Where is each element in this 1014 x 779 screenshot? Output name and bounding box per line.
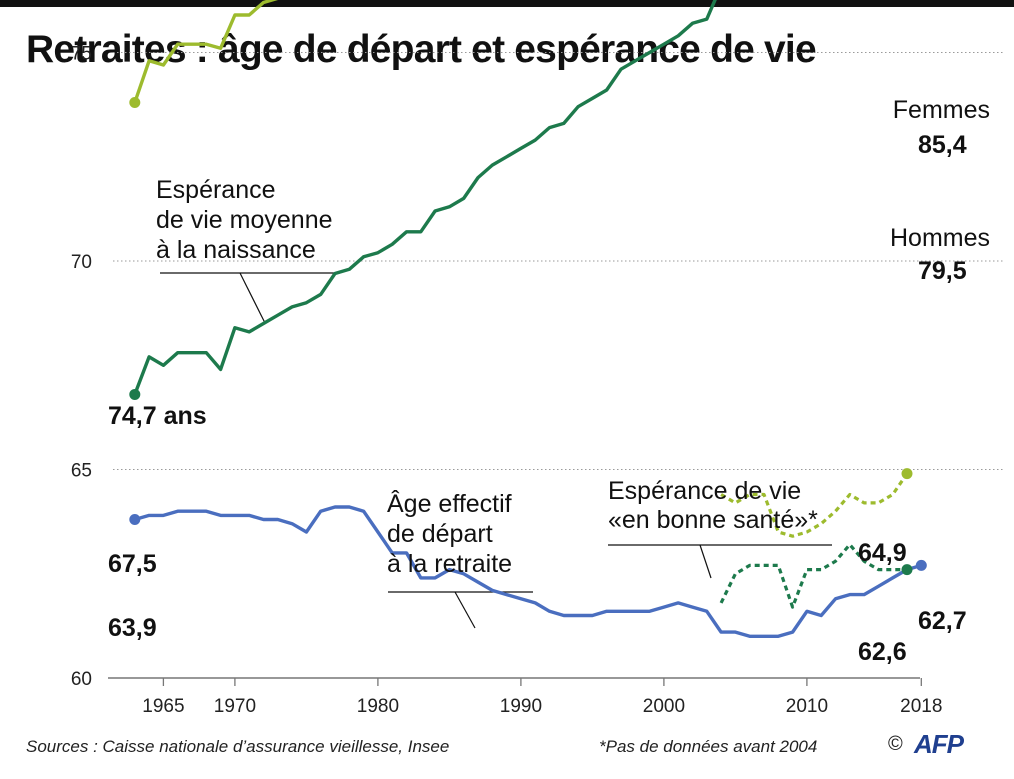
series-end-point-men_hl <box>901 564 913 576</box>
value-men-hl-end: 62,6 <box>858 638 907 666</box>
annotation-retire-line: à la retraite <box>387 550 512 578</box>
x-tick-label: 2010 <box>786 696 828 717</box>
value-men-end: 79,5 <box>918 257 967 285</box>
series-start-point-women <box>129 97 141 109</box>
annotation-lifeexp-line: à la naissance <box>156 236 316 264</box>
label-hommes: Hommes <box>890 224 990 252</box>
annotation-lifeexp-line: Espérance <box>156 176 276 204</box>
label-femmes: Femmes <box>893 96 990 124</box>
x-tick-label: 2018 <box>900 696 942 717</box>
y-tick-label: 75 <box>71 44 92 65</box>
leader-healthy <box>699 544 712 579</box>
top-rule <box>0 0 1014 7</box>
series-line-women <box>133 0 279 105</box>
x-tick-label: 1970 <box>214 696 256 717</box>
value-retire-end: 62,7 <box>918 607 967 635</box>
value-women-start: 74,7 ans <box>108 402 207 430</box>
afp-logo: AFP <box>914 729 964 759</box>
annotation-retire-line: Âge effectif <box>387 489 512 518</box>
annotation-healthy-line: «en bonne santé»* <box>608 506 818 534</box>
series-line-retire <box>133 505 923 638</box>
value-women-end: 85,4 <box>918 131 967 159</box>
x-tick-label: 2000 <box>643 696 685 717</box>
leader-lifeexp <box>239 272 266 324</box>
value-women-hl-end: 64,9 <box>858 539 907 567</box>
annotation-retire-line: de départ <box>387 520 493 548</box>
series-start-point-men <box>129 388 141 400</box>
series-end-point-women_hl <box>901 468 913 480</box>
copyright-symbol: © <box>888 733 903 755</box>
x-tick-label: 1980 <box>357 696 399 717</box>
annotation-healthy-line: Espérance de vie <box>608 477 801 505</box>
annotation-lifeexp-line: de vie moyenne <box>156 206 333 234</box>
footnote: *Pas de données avant 2004 <box>599 737 818 756</box>
value-men-start: 67,5 <box>108 550 157 578</box>
value-retire-start: 63,9 <box>108 614 157 642</box>
y-tick-label: 70 <box>71 252 92 273</box>
x-tick-label: 1965 <box>142 696 184 717</box>
y-tick-label: 60 <box>71 669 92 690</box>
sources-note: Sources : Caisse nationale d’assurance v… <box>26 737 450 756</box>
y-tick-label: 65 <box>71 461 92 482</box>
series-end-point-retire <box>915 559 927 571</box>
series-start-point-retire <box>129 514 141 526</box>
leader-retire <box>454 591 476 629</box>
series-line-men <box>133 0 717 397</box>
x-tick-label: 1990 <box>500 696 542 717</box>
